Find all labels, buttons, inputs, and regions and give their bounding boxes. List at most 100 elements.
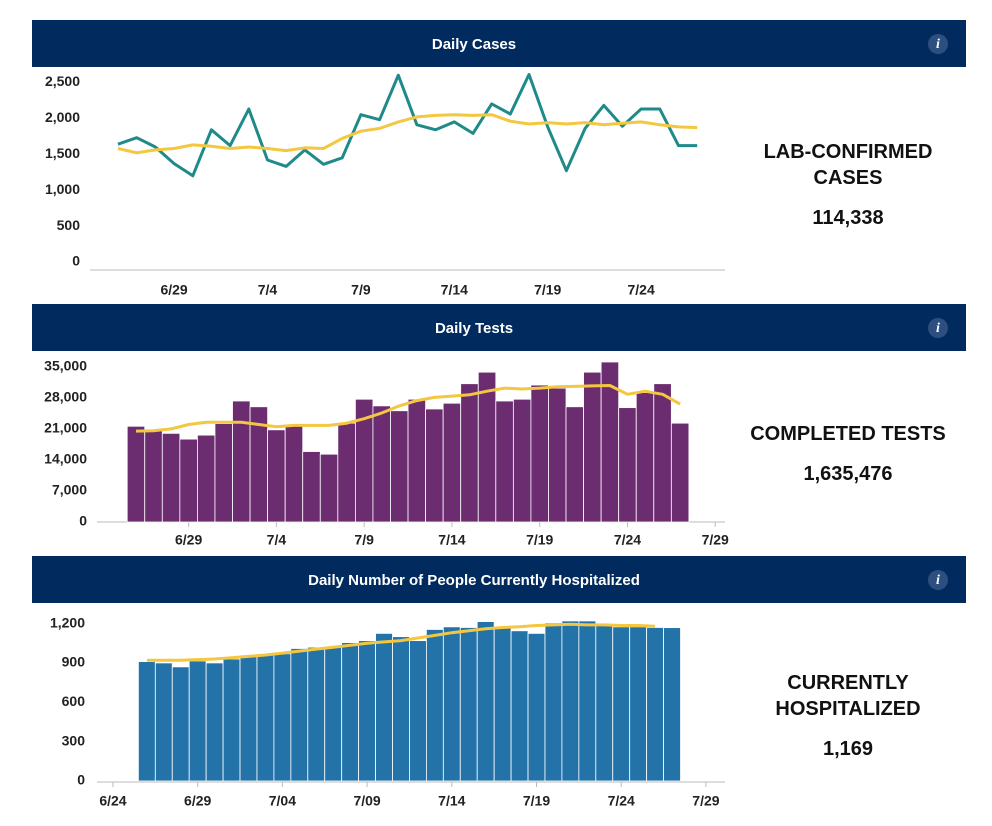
info-icon: i [936,321,940,336]
y-tick-label: 0 [72,253,80,269]
x-tick-label: 7/4 [267,532,287,548]
info-icon-bg [928,570,948,590]
line [135,384,681,433]
y-tick-label: 21,000 [44,420,87,436]
y-tick-label: 600 [62,693,86,709]
stat-label: COMPLETED TESTS [750,423,946,445]
y-tick-label: 500 [57,217,81,233]
x-tick-label: 7/24 [608,793,635,809]
y-tick-label: 14,000 [44,451,87,467]
bar [375,633,393,782]
panel-header [32,304,966,351]
x-tick-label: 6/29 [184,793,211,809]
x-tick-label: 7/4 [258,282,278,298]
line [146,622,656,662]
bar [222,658,241,782]
bar [302,451,321,523]
bar [493,626,512,782]
y-tick-label: 28,000 [44,389,87,405]
x-tick-label: 7/19 [534,282,561,298]
y-tick-label: 2,500 [45,73,80,89]
y-tick-label: 0 [79,513,87,529]
x-tick-label: 7/14 [441,282,468,298]
bar [646,627,664,782]
line [117,73,698,178]
bar [670,422,690,523]
bar [372,405,391,523]
bar [273,653,292,782]
x-tick-label: 7/19 [523,793,550,809]
bar [188,660,207,782]
line [117,113,698,155]
panel-header [32,556,966,603]
bar [205,662,224,782]
bar [476,621,495,782]
x-tick-label: 7/29 [692,793,719,809]
info-icon: i [936,573,940,588]
bar [459,627,478,782]
bar [578,620,597,782]
stat-panel: LAB-CONFIRMED CASES 114,338 [738,139,958,230]
bar [126,425,146,523]
bar [477,371,497,523]
panel-header [32,20,966,67]
stat-label: LAB-CONFIRMED CASES [763,141,933,189]
bar [583,371,602,523]
bar [544,622,563,782]
stat-label: CURRENTLY HOSPITALIZED [775,672,921,720]
bar [561,620,580,782]
y-tick-label: 7,000 [52,482,87,498]
bar [171,666,190,782]
y-tick-label: 0 [77,772,85,788]
bar [512,398,532,523]
bar [197,434,216,523]
bar [267,429,286,523]
x-tick-label: 7/09 [353,793,380,809]
bar [232,400,251,523]
bar [214,423,233,523]
bar [510,630,529,782]
bar [618,407,637,523]
bar [161,432,181,523]
bar [179,438,198,523]
info-icon-bg [928,318,948,338]
y-tick-label: 1,200 [50,614,85,630]
y-tick-label: 300 [62,732,86,748]
bar [565,406,584,523]
x-tick-label: 7/24 [614,532,641,548]
stat-panel: COMPLETED TESTS 1,635,476 [738,421,958,486]
x-tick-label: 7/29 [702,532,729,548]
x-tick-label: 7/24 [627,282,654,298]
bar [239,654,258,782]
x-tick-label: 7/14 [438,532,465,548]
info-icon: i [936,37,940,52]
bar [425,629,444,782]
bar [407,398,426,523]
bar [358,640,376,782]
panel-title: Daily Number of People Currently Hospita… [308,572,640,589]
x-tick-label: 7/9 [354,532,374,548]
bar [527,633,546,782]
x-tick-label: 7/9 [351,282,371,298]
bar [319,453,339,523]
x-tick-label: 7/14 [438,793,465,809]
bar [635,392,655,523]
bar [307,646,326,782]
bar [495,400,514,523]
bar [284,424,304,523]
x-tick-label: 6/24 [99,793,126,809]
stat-value: 114,338 [812,207,884,229]
bar [324,646,343,782]
y-tick-label: 35,000 [44,358,87,374]
info-icon-bg [928,34,948,54]
bar [144,430,163,523]
y-tick-label: 2,000 [45,109,80,125]
bar [595,625,614,782]
bar [256,653,275,782]
bar [548,387,567,523]
bar [425,408,444,523]
bar [460,383,479,523]
bar [629,626,648,782]
